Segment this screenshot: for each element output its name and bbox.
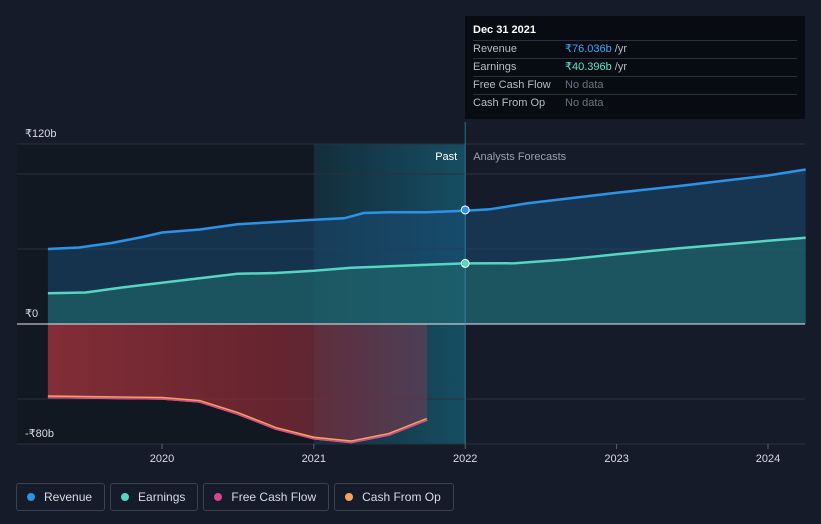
tooltip-value: ₹76.036b (565, 43, 612, 55)
tooltip-date: Dec 31 2021 (473, 24, 536, 36)
legend-item-free-cash-flow[interactable]: Free Cash Flow (203, 483, 330, 511)
legend-item-cash-from-op[interactable]: Cash From Op (334, 483, 454, 511)
tooltip-label: Cash From Op (473, 97, 546, 109)
earnings-marker (460, 258, 470, 268)
legend-label: Cash From Op (362, 490, 441, 504)
legend-item-earnings[interactable]: Earnings (110, 483, 199, 511)
tooltip-label: Earnings (473, 61, 517, 73)
earnings-line (47, 236, 806, 295)
legend-dot-icon (27, 493, 35, 501)
free-cash-flow-area (47, 324, 428, 443)
x-tick-label: 2024 (756, 453, 780, 465)
tooltip-row-earnings: Earnings ₹40.396b /yr (473, 58, 797, 76)
earnings-area (47, 237, 806, 324)
tooltip-value: No data (565, 79, 604, 91)
tooltip-label: Free Cash Flow (473, 79, 551, 91)
x-tick-label: 2023 (604, 453, 628, 465)
tooltip-unit: /yr (614, 61, 627, 73)
legend-dot-icon (214, 493, 223, 501)
y-tick-label: -₹80b (25, 428, 54, 440)
tooltip-unit: /yr (614, 43, 627, 55)
tooltip-row-cash-from-op: Cash From Op No data (473, 94, 797, 112)
free-cash-flow-line (47, 396, 428, 444)
revenue-marker (460, 205, 470, 215)
forecast-label: Analysts Forecasts (473, 151, 566, 163)
y-tick-label: ₹120b (25, 128, 56, 140)
tooltip-value: ₹40.396b (565, 61, 612, 73)
x-tick-label: 2022 (453, 453, 477, 465)
legend-label: Revenue (44, 490, 93, 504)
legend-label: Free Cash Flow (231, 490, 317, 504)
legend-dot-icon (121, 493, 130, 501)
tooltip-value: No data (565, 97, 604, 109)
revenue-line (47, 168, 806, 251)
tooltip-panel: Dec 31 2021 Revenue ₹76.036b /yr Earning… (465, 16, 805, 119)
legend: Revenue Earnings Free Cash Flow Cash Fro… (16, 483, 454, 511)
legend-item-revenue[interactable]: Revenue (16, 483, 106, 511)
x-tick-label: 2020 (150, 453, 174, 465)
x-tick-label: 2021 (302, 453, 326, 465)
tooltip-label: Revenue (473, 43, 518, 55)
tooltip-row-free-cash-flow: Free Cash Flow No data (473, 76, 797, 94)
legend-label: Earnings (138, 490, 186, 504)
y-tick-label: ₹0 (25, 308, 38, 320)
past-label: Past (435, 151, 457, 163)
legend-dot-icon (345, 493, 354, 501)
tooltip-row-revenue: Revenue ₹76.036b /yr (473, 40, 797, 58)
